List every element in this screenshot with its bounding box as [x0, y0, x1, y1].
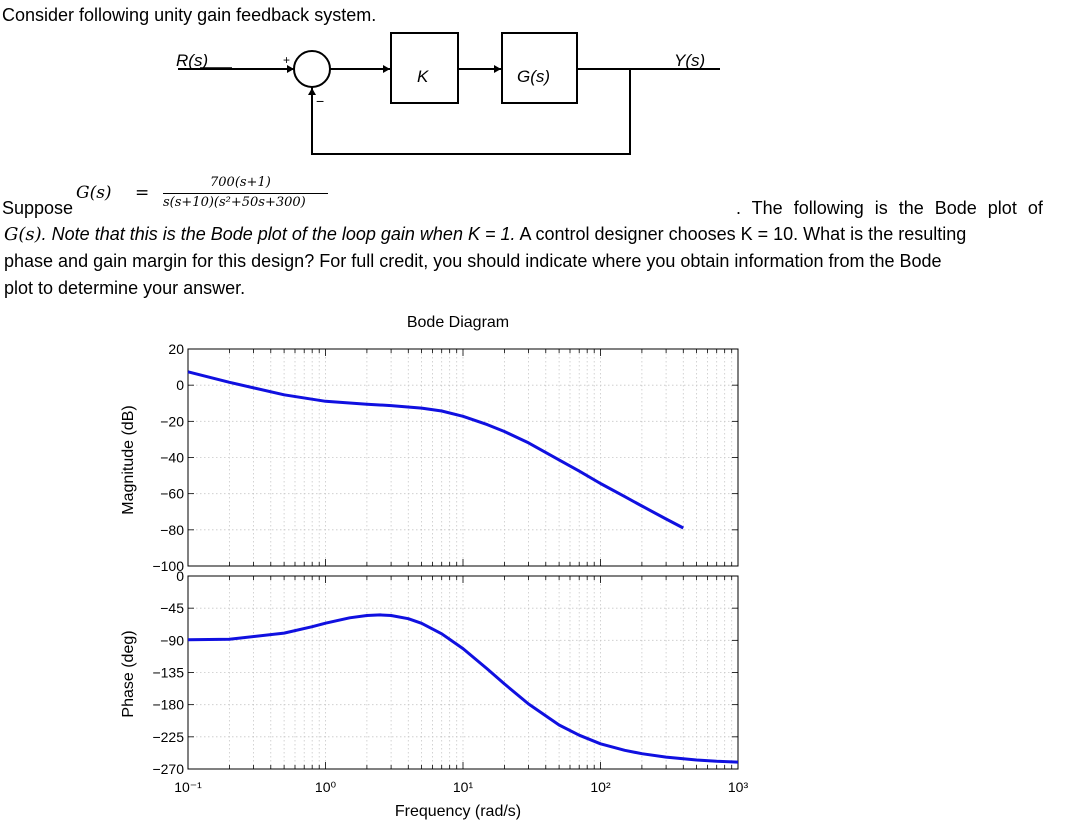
gs-symbol: G(s): [4, 224, 42, 245]
phase-y-tick-label: −45: [160, 600, 184, 616]
mag-y-label: Magnitude (dB): [120, 405, 137, 514]
problem-paragraph: G(s). Note that this is the Bode plot of…: [4, 221, 1057, 302]
magnitude-y-tick-label: −80: [160, 522, 184, 538]
magnitude-curve: [187, 370, 684, 530]
magnitude-y-tick-label: 0: [176, 377, 184, 393]
arrowhead-feedback: [308, 88, 316, 95]
x-tick-label: 10⁻¹: [174, 779, 202, 795]
plus-sign: +: [283, 53, 290, 67]
x-tick-label: 10¹: [453, 779, 474, 795]
phase-y-tick-label: −135: [152, 665, 184, 681]
magnitude-y-tick-label: −40: [160, 450, 184, 466]
magnitude-y-tick-label: −60: [160, 486, 184, 502]
arrowhead-into-junction: [287, 65, 294, 73]
phase-frame: [187, 575, 739, 770]
x-axis-label: Frequency (rad/s): [395, 803, 521, 820]
equation-lhs: G(s): [76, 183, 112, 203]
minus-sign: −: [316, 93, 324, 109]
fraction-bar: [163, 193, 328, 194]
line2-italic: . Note that this is the Bode plot of the…: [41, 224, 516, 244]
line4: plot to determine your answer.: [4, 278, 246, 298]
x-tick-label: 10⁰: [315, 779, 337, 795]
phase-y-tick-label: −90: [160, 632, 184, 648]
line3: phase and gain margin for this design? F…: [4, 251, 942, 271]
output-label: Y(s): [674, 51, 705, 70]
phase-y-tick-label: −180: [152, 697, 184, 713]
line1-tail: . The following is the Bode plot of: [736, 198, 1043, 218]
arrowhead-into-plant: [494, 65, 501, 73]
phase-curve: [187, 613, 739, 764]
x-tick-label: 10²: [590, 779, 611, 795]
magnitude-frame: [187, 348, 739, 567]
input-label: R(s): [176, 51, 208, 70]
equation-numerator: 700(s+1): [210, 175, 271, 190]
x-tick-label: 10³: [728, 779, 749, 795]
magnitude-y-tick-label: −100: [152, 558, 184, 574]
feedback-path: [311, 69, 631, 155]
phase-y-tick-label: −270: [152, 761, 184, 777]
intro-text: Consider following unity gain feedback s…: [2, 5, 377, 25]
magnitude-y-tick-label: −20: [160, 413, 184, 429]
plant-label: G(s): [517, 67, 550, 86]
equation-denominator: s(s+10)(s²+50s+300): [163, 195, 306, 210]
phase-y-tick-label: 0: [176, 568, 184, 584]
phase-y-tick-label: −225: [152, 729, 184, 745]
suppose-word: Suppose: [2, 198, 74, 218]
controller-label: K: [417, 67, 429, 86]
magnitude-y-tick-label: 20: [168, 341, 184, 357]
arrowhead-into-k: [383, 65, 390, 73]
line2-rest: A control designer chooses K = 10. What …: [515, 224, 967, 244]
chart-title: Bode Diagram: [407, 314, 509, 331]
block-diagram: R(s) + − K G(s) Y(s): [176, 32, 720, 155]
equation-equals: =: [135, 183, 150, 203]
phase-y-label: Phase (deg): [120, 630, 137, 717]
